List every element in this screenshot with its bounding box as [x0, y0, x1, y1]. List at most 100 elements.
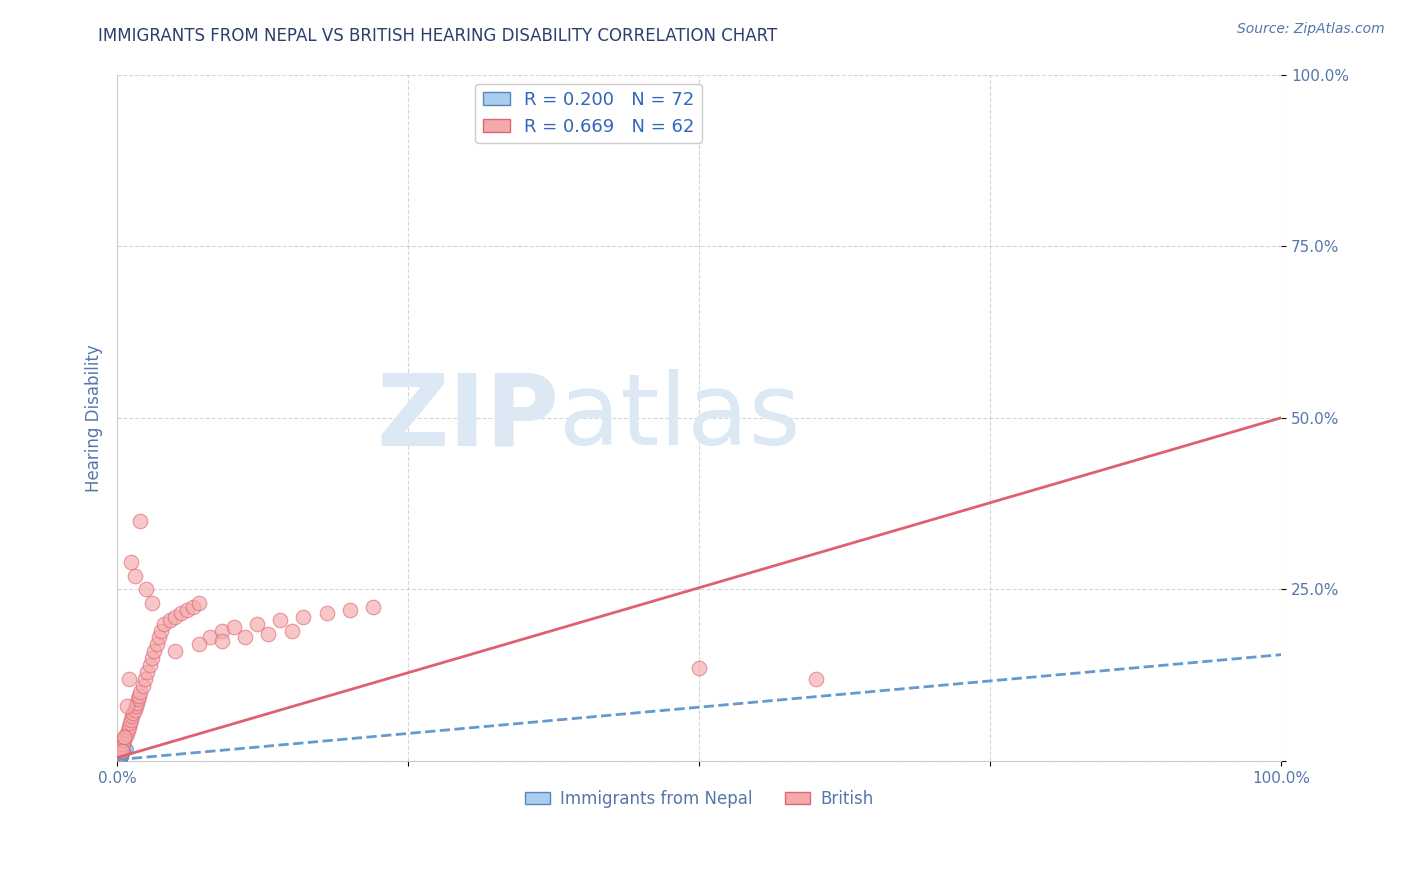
- Point: [108, 750, 131, 764]
- Point: [108, 749, 131, 764]
- Point: [108, 750, 131, 764]
- Text: ZIP: ZIP: [377, 369, 560, 467]
- Point: [107, 748, 129, 763]
- Point: [108, 750, 131, 764]
- Point: [165, 644, 187, 658]
- Point: [122, 706, 145, 720]
- Point: [110, 748, 132, 763]
- Point: [181, 599, 204, 614]
- Point: [110, 748, 132, 763]
- Point: [107, 749, 129, 764]
- Point: [129, 514, 152, 528]
- Point: [292, 610, 315, 624]
- Point: [111, 743, 134, 757]
- Point: [112, 730, 135, 744]
- Point: [120, 555, 142, 569]
- Point: [108, 750, 131, 764]
- Point: [114, 743, 136, 757]
- Point: [107, 747, 129, 762]
- Point: [108, 749, 131, 764]
- Point: [107, 747, 129, 761]
- Point: [281, 624, 304, 638]
- Point: [108, 753, 131, 767]
- Text: Source: ZipAtlas.com: Source: ZipAtlas.com: [1237, 22, 1385, 37]
- Point: [115, 726, 138, 740]
- Point: [139, 657, 162, 672]
- Point: [170, 607, 193, 621]
- Text: atlas: atlas: [560, 369, 801, 467]
- Point: [804, 672, 827, 686]
- Point: [111, 747, 134, 761]
- Point: [211, 624, 233, 638]
- Point: [110, 747, 132, 762]
- Point: [111, 749, 134, 764]
- Point: [187, 637, 209, 651]
- Point: [120, 713, 142, 727]
- Point: [111, 740, 134, 755]
- Point: [111, 745, 134, 759]
- Point: [110, 747, 132, 762]
- Point: [108, 752, 131, 766]
- Point: [108, 749, 131, 764]
- Point: [110, 748, 132, 763]
- Point: [110, 748, 132, 763]
- Point: [107, 751, 129, 765]
- Point: [108, 750, 131, 764]
- Point: [124, 568, 146, 582]
- Point: [118, 672, 141, 686]
- Point: [112, 744, 135, 758]
- Point: [125, 696, 148, 710]
- Point: [176, 603, 198, 617]
- Point: [246, 616, 269, 631]
- Point: [108, 749, 131, 764]
- Point: [107, 751, 129, 765]
- Point: [200, 631, 222, 645]
- Point: [107, 750, 129, 764]
- Point: [112, 744, 135, 758]
- Point: [159, 613, 181, 627]
- Point: [110, 747, 132, 762]
- Point: [108, 750, 131, 764]
- Point: [108, 747, 131, 762]
- Point: [136, 665, 159, 679]
- Point: [150, 624, 173, 638]
- Point: [110, 748, 132, 763]
- Point: [111, 747, 134, 761]
- Point: [111, 745, 134, 759]
- Point: [111, 750, 134, 764]
- Point: [222, 620, 245, 634]
- Point: [110, 747, 132, 762]
- Point: [141, 596, 163, 610]
- Point: [688, 661, 710, 675]
- Point: [107, 752, 129, 766]
- Point: [108, 752, 131, 766]
- Point: [110, 744, 132, 758]
- Point: [111, 746, 134, 760]
- Point: [269, 613, 291, 627]
- Point: [111, 747, 134, 761]
- Point: [107, 752, 129, 766]
- Point: [111, 747, 134, 761]
- Point: [107, 751, 129, 765]
- Point: [108, 746, 131, 760]
- Point: [112, 733, 135, 747]
- Point: [257, 627, 280, 641]
- Point: [125, 699, 148, 714]
- Point: [112, 744, 135, 758]
- Point: [211, 634, 233, 648]
- Point: [233, 631, 256, 645]
- Point: [127, 692, 149, 706]
- Point: [118, 720, 141, 734]
- Point: [111, 746, 134, 760]
- Point: [165, 610, 187, 624]
- Text: IMMIGRANTS FROM NEPAL VS BRITISH HEARING DISABILITY CORRELATION CHART: IMMIGRANTS FROM NEPAL VS BRITISH HEARING…: [98, 27, 778, 45]
- Point: [152, 616, 174, 631]
- Point: [110, 747, 132, 762]
- Point: [108, 750, 131, 764]
- Point: [129, 685, 152, 699]
- Point: [107, 752, 129, 766]
- Point: [111, 737, 134, 751]
- Point: [108, 751, 131, 765]
- Point: [111, 745, 134, 759]
- Point: [107, 750, 129, 764]
